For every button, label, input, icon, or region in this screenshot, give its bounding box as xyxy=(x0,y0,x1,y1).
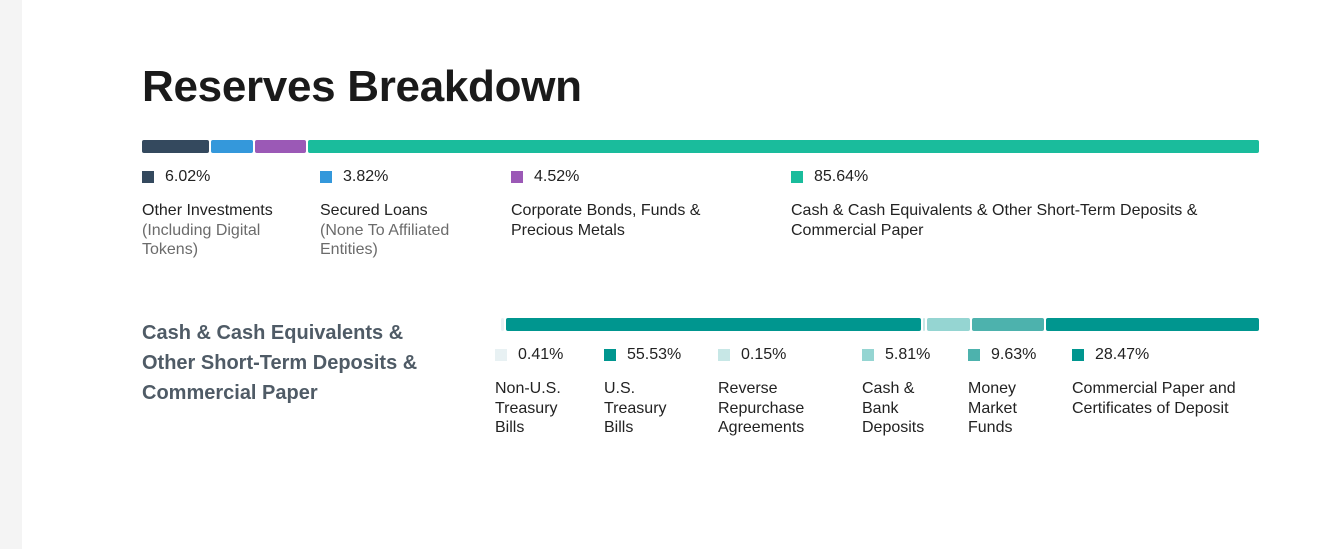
legend-percent: 0.41% xyxy=(518,346,564,363)
bar-segment-corporate-bonds-funds-precious-metals xyxy=(255,140,306,153)
bar-segment-other-investments xyxy=(142,140,209,153)
legend-item-reverse-repurchase-agreements: 0.15% Reverse Repurchase Agreements xyxy=(718,345,838,438)
legend-swatch xyxy=(718,349,730,361)
legend-item-u-s-treasury-bills: 55.53% U.S. Treasury Bills xyxy=(604,345,694,438)
legend-swatch xyxy=(142,171,154,183)
legend-head: 0.15% xyxy=(718,345,838,365)
bar-segment-u-s-treasury-bills xyxy=(506,318,921,331)
legend-percent: 9.63% xyxy=(991,346,1037,363)
legend-head: 55.53% xyxy=(604,345,694,365)
legend-label: Corporate Bonds, Funds & Precious Metals xyxy=(511,202,701,239)
bar-segment-cash-bank-deposits xyxy=(926,318,971,331)
legend-item-cash-cash-equivalents-other-short-term-deposits-commercial-paper: 85.64% Cash & Cash Equivalents & Other Sh… xyxy=(791,167,1241,240)
legend-head: 4.52% xyxy=(511,167,741,187)
legend-head: 85.64% xyxy=(791,167,1241,187)
legend-percent: 6.02% xyxy=(165,168,211,185)
legend-percent: 0.15% xyxy=(741,346,787,363)
legend-swatch xyxy=(968,349,980,361)
legend-swatch xyxy=(320,171,332,183)
bar-segment-secured-loans xyxy=(210,140,254,153)
legend-head: 6.02% xyxy=(142,167,302,187)
legend-item-other-investments: 6.02% Other Investments (Including Digital… xyxy=(142,167,302,260)
legend-percent: 4.52% xyxy=(534,168,580,185)
legend-item-secured-loans: 3.82% Secured Loans (None To Affiliated En… xyxy=(320,167,485,260)
legend-label: U.S. Treasury Bills xyxy=(604,380,667,436)
legend-swatch xyxy=(495,349,507,361)
legend-label: Commercial Paper and Certificates of Dep… xyxy=(1072,380,1236,417)
legend-label: Cash & Cash Equivalents & Other Short-Te… xyxy=(791,202,1198,239)
legend-percent: 85.64% xyxy=(814,168,869,185)
bar-segment-reverse-repurchase-agreements xyxy=(922,318,925,331)
legend-item-money-market-funds: 9.63% Money Market Funds xyxy=(968,345,1053,438)
legend-label: Cash & Bank Deposits xyxy=(862,380,925,436)
legend-head: 0.41% xyxy=(495,345,575,365)
legend-item-non-u-s-treasury-bills: 0.41% Non-U.S. Treasury Bills xyxy=(495,345,575,438)
legend-label: Other Investments xyxy=(142,202,273,219)
legend-item-corporate-bonds-funds-precious-metals: 4.52% Corporate Bonds, Funds & Precious M… xyxy=(511,167,741,240)
legend-swatch xyxy=(862,349,874,361)
legend-label: Money Market Funds xyxy=(968,380,1017,436)
reserves-stacked-bar xyxy=(142,140,1259,153)
legend-item-commercial-paper-and-certificates-of-deposit: 28.47% Commercial Paper and Certificates … xyxy=(1072,345,1242,418)
page-title: Reserves Breakdown xyxy=(142,62,582,111)
legend-head: 3.82% xyxy=(320,167,485,187)
legend-item-cash-bank-deposits: 5.81% Cash & Bank Deposits xyxy=(862,345,952,438)
left-edge-strip xyxy=(0,0,22,549)
legend-label: Non-U.S. Treasury Bills xyxy=(495,380,561,436)
legend-swatch xyxy=(1072,349,1084,361)
legend-swatch xyxy=(511,171,523,183)
legend-head: 9.63% xyxy=(968,345,1053,365)
bar-segment-money-market-funds xyxy=(972,318,1045,331)
legend-sublabel: (None To Affiliated Entities) xyxy=(320,221,450,259)
bar-segment-cash-cash-equivalents-other-short-term-deposits-commercial-paper xyxy=(307,140,1259,153)
bar-segment-non-u-s-treasury-bills xyxy=(501,318,505,331)
legend-percent: 3.82% xyxy=(343,168,389,185)
cash-stacked-bar xyxy=(501,318,1259,331)
legend-head: 5.81% xyxy=(862,345,952,365)
legend-percent: 28.47% xyxy=(1095,346,1150,363)
legend-percent: 55.53% xyxy=(627,346,682,363)
legend-swatch xyxy=(791,171,803,183)
bar-segment-commercial-paper-and-certificates-of-deposit xyxy=(1046,318,1259,331)
legend-head: 28.47% xyxy=(1072,345,1242,365)
legend-label: Reverse Repurchase Agreements xyxy=(718,380,805,436)
legend-swatch xyxy=(604,349,616,361)
cash-section-title: Cash & Cash Equivalents & Other Short-Te… xyxy=(142,322,418,404)
legend-percent: 5.81% xyxy=(885,346,931,363)
legend-label: Secured Loans xyxy=(320,202,428,219)
legend-sublabel: (Including Digital Tokens) xyxy=(142,221,261,259)
